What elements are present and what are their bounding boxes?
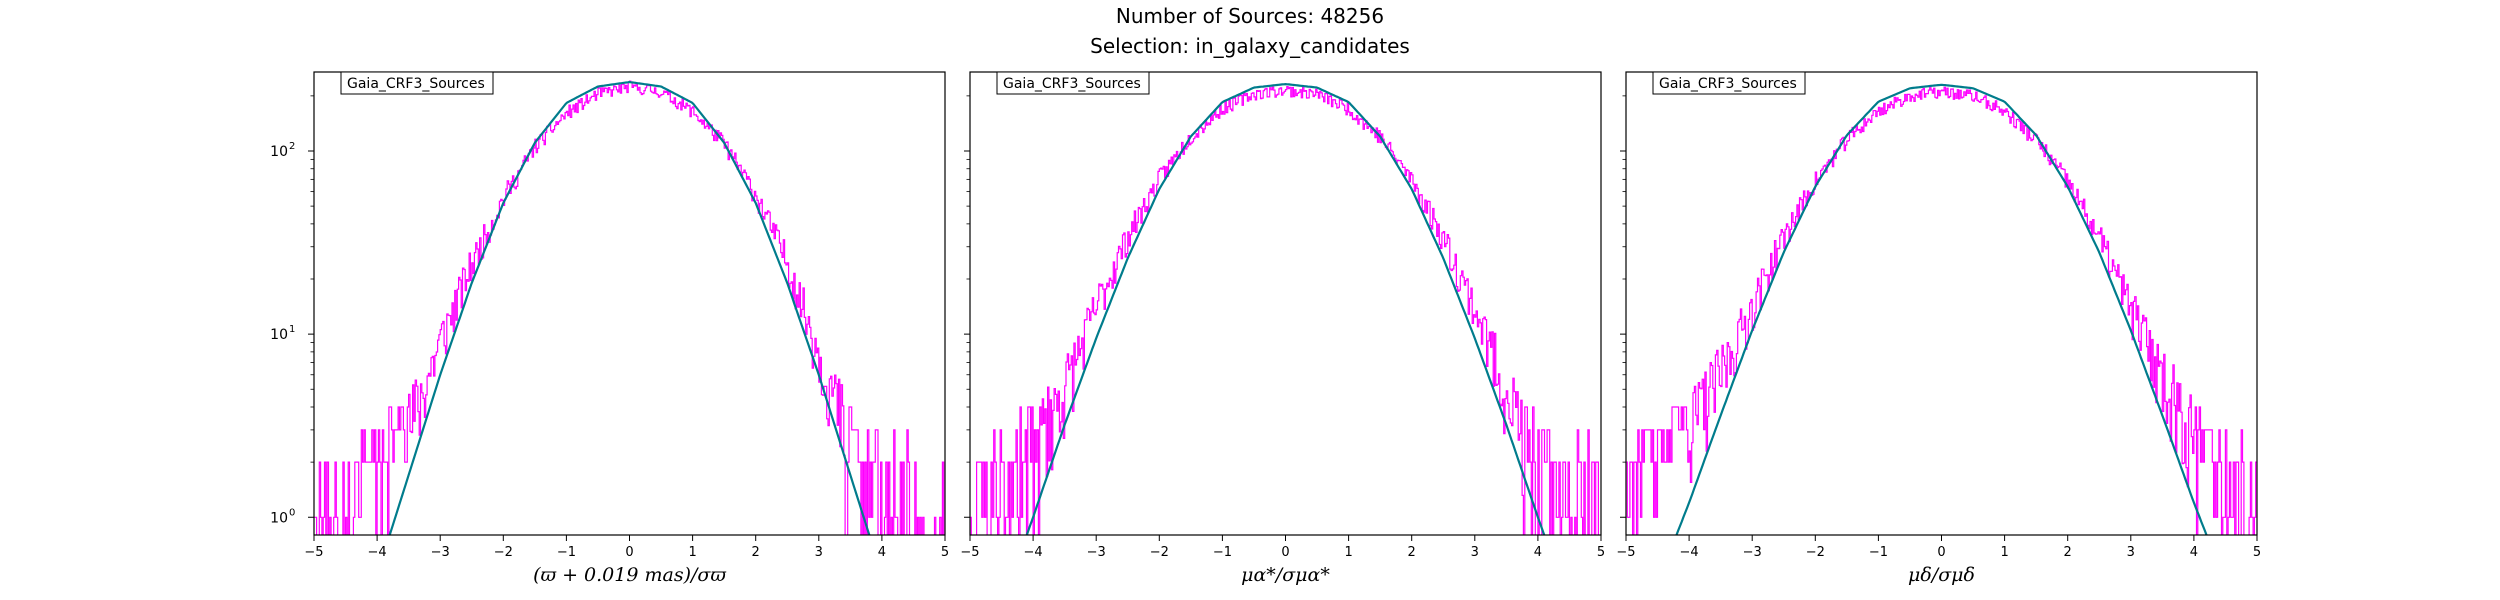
y-tick-label: 10: [270, 327, 288, 343]
y-tick-label: 10: [270, 510, 288, 526]
histogram-series: [314, 80, 945, 535]
x-tick-label: −5: [1616, 545, 1635, 560]
x-tick-label: −4: [1680, 545, 1699, 560]
x-tick-label: −1: [557, 545, 576, 560]
x-tick-label: −1: [1213, 545, 1232, 560]
x-tick-label: 5: [2253, 545, 2261, 560]
x-tick-label: 3: [2127, 545, 2135, 560]
x-tick-label: −5: [304, 545, 323, 560]
x-tick-label: 1: [1344, 545, 1352, 560]
x-tick-label: −2: [494, 545, 513, 560]
x-tick-label: 4: [2190, 545, 2198, 560]
fit-curve: [1675, 83, 2208, 535]
x-tick-label: 2: [2064, 545, 2072, 560]
legend: Gaia_CRF3_Sources: [996, 71, 1150, 95]
y-tick-exponent: 1: [289, 324, 295, 335]
axes-frame: [313, 71, 946, 536]
legend-label: Gaia_CRF3_Sources: [1003, 76, 1141, 92]
x-tick-label: −1: [1869, 545, 1888, 560]
legend-label: Gaia_CRF3_Sources: [1659, 76, 1797, 92]
x-tick-label: 3: [815, 545, 823, 560]
fit-curve: [1025, 82, 1546, 535]
axes-frame: [1625, 71, 2258, 536]
axes-frame: [969, 71, 1602, 536]
x-tick-label: 0: [1281, 545, 1289, 560]
x-tick-label: 5: [1597, 545, 1605, 560]
x-tick-label: −4: [368, 545, 387, 560]
x-tick-label: −2: [1806, 545, 1825, 560]
x-tick-label: 1: [688, 545, 696, 560]
x-axis-label: (ϖ + 0.019 mas)/σϖ: [533, 564, 726, 586]
figure-title: Number of Sources: 48256: [1115, 4, 1385, 28]
y-tick-exponent: 0: [289, 507, 295, 518]
y-tick-label: 10: [270, 144, 288, 160]
panel-3: −5 −4 −3 −2 −1 0 1 2 3 4 5 Gaia_CRF3_Sources μδ/σμδ: [1616, 71, 2261, 586]
x-axis-label: μα*/σμα*: [1241, 564, 1330, 586]
x-tick-label: 4: [1534, 545, 1542, 560]
x-tick-label: 2: [1408, 545, 1416, 560]
legend: Gaia_CRF3_Sources: [1652, 71, 1806, 95]
x-tick-label: 0: [1937, 545, 1945, 560]
x-tick-label: 3: [1471, 545, 1479, 560]
x-tick-label: 5: [941, 545, 949, 560]
x-tick-label: 1: [2000, 545, 2008, 560]
x-tick-label: 4: [878, 545, 886, 560]
legend-label: Gaia_CRF3_Sources: [347, 76, 485, 92]
x-tick-label: 0: [625, 545, 633, 560]
panel-2: −5 −4 −3 −2 −1 0 1 2 3 4 5 Gaia_CRF3_Sources μα*/σμα…: [960, 71, 1605, 586]
y-tick-exponent: 2: [289, 141, 295, 152]
x-tick-label: −5: [960, 545, 979, 560]
x-tick-label: −3: [1743, 545, 1762, 560]
x-tick-label: −4: [1024, 545, 1043, 560]
legend: Gaia_CRF3_Sources: [340, 71, 494, 95]
x-axis-label: μδ/σμδ: [1908, 564, 1975, 586]
histogram-series: [970, 85, 1599, 535]
x-tick-label: −3: [431, 545, 450, 560]
figure-subtitle: Selection: in_galaxy_candidates: [1090, 34, 1410, 58]
x-tick-label: −3: [1087, 545, 1106, 560]
x-tick-label: 2: [752, 545, 760, 560]
x-tick-label: −2: [1150, 545, 1169, 560]
histogram-series: [1626, 86, 2257, 535]
fit-curve: [388, 80, 871, 535]
